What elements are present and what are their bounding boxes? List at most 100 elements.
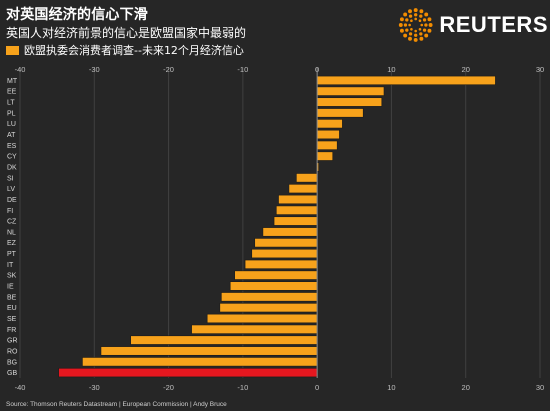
y-category-label: GB [7,370,17,377]
bar-at [316,129,340,140]
logo-dot [410,19,413,23]
logo-dot [424,33,429,38]
bar-ee [316,86,385,96]
y-category-label: AT [7,132,16,139]
x-tick-label: 10 [387,383,395,392]
y-category-label: NL [7,229,16,236]
logo-dot [419,14,423,18]
logo-dot [422,18,427,22]
logo-dot [428,23,433,27]
bar-fr [191,324,318,334]
bar-ie [229,281,318,291]
logo-dot [408,14,413,18]
y-category-label: FR [7,327,16,334]
logo-dot [403,33,408,38]
logo-dot [422,28,427,32]
bar-be [221,292,318,302]
x-tick-label: -10 [237,65,248,74]
logo-dot [418,19,422,23]
y-category-label: SI [7,175,14,182]
y-category-label: EE [7,89,17,96]
x-tick-label: -30 [89,383,100,392]
y-category-label: ES [7,143,17,150]
bar-es [316,140,338,150]
y-category-label: IE [7,284,14,291]
y-category-label: LT [7,100,15,107]
bar-nl [262,227,318,237]
y-category-label: EZ [7,240,17,247]
logo-dot [398,23,403,27]
bar-it [244,259,318,270]
logo-dot [405,18,409,22]
logo-dot [414,33,418,37]
logo-dot [408,23,411,27]
x-tick-label: 20 [462,383,470,392]
logo-dot [427,28,432,33]
logo-dot [427,17,432,22]
logo-dot [403,12,408,17]
y-category-label: FI [7,208,13,215]
logo-dot [410,27,413,31]
bar-fi [275,205,318,215]
logo-dot [399,28,404,33]
x-tick-label: 10 [387,65,395,74]
bar-mt [316,75,496,86]
legend-label: 欧盟执委会消费者调查--未来12个月经济信心 [24,44,244,57]
logo-dot [413,8,418,13]
x-tick-label: 0 [315,383,319,392]
bar-gb [58,367,318,378]
y-category-label: SE [7,316,17,323]
bar-eu [219,303,318,313]
logo-dot [418,27,422,31]
y-category-label: PT [7,251,17,258]
reuters-logo-text: REUTERS [439,12,548,37]
y-category-label: DE [7,197,17,204]
bar-lt [316,97,383,107]
y-category-label: SK [7,273,17,280]
logo-dot [419,36,424,41]
logo-dot [413,37,418,42]
logo-dot [414,13,418,17]
chart-title: 对英国经济的信心下滑 [6,7,148,23]
reuters-logo: REUTERS [398,6,548,44]
y-category-label: IT [7,262,14,269]
bar-lu [316,119,343,129]
y-category-label: CZ [7,219,17,226]
logo-dot [408,36,412,41]
y-category-label: CY [7,154,17,161]
x-tick-label: 30 [536,65,544,74]
logo-dot [403,23,408,27]
logo-dot [405,28,409,32]
logo-dot [414,29,417,33]
chart-subtitle: 英国人对经济前景的信心是欧盟国家中最弱的 [6,26,247,40]
bar-de [278,194,318,205]
x-tick-label: -40 [15,383,26,392]
logo-dot [420,23,424,27]
bar-se [206,313,318,324]
x-tick-label: -10 [237,383,248,392]
x-tick-label: -20 [163,383,174,392]
bar-ez [254,238,318,248]
y-category-label: BG [7,359,17,366]
bar-pt [251,248,318,259]
y-category-label: MT [7,78,18,85]
x-tick-label: 20 [462,65,470,74]
bar-cz [273,216,318,226]
logo-dot [414,17,417,21]
y-category-label: EU [7,305,17,312]
y-category-label: RO [7,348,18,355]
x-tick-label: -20 [163,65,174,74]
y-category-label: DK [7,164,17,171]
y-category-label: LU [7,121,16,128]
y-category-label: PL [7,110,16,117]
bar-bg [82,357,318,367]
bar-si [296,173,318,183]
x-tick-label: -40 [15,65,26,74]
bar-sk [234,270,318,280]
reuters-logo-icon [398,8,433,42]
logo-dot [424,23,428,27]
bar-ro [100,346,318,356]
logo-dot [424,12,429,17]
logo-dot [408,32,413,36]
